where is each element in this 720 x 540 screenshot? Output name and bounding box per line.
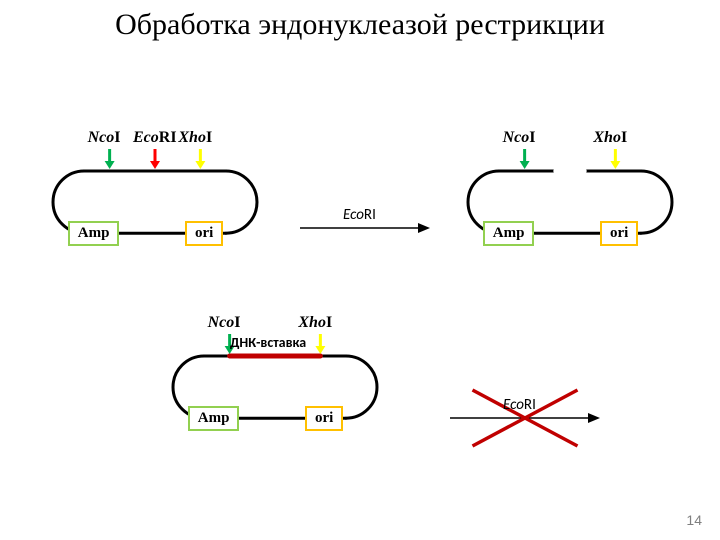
- plasmid-original: NcoIEcoRIXhoIAmpori: [45, 165, 265, 275]
- reaction-label: EcoRI: [343, 206, 376, 224]
- dna-insert-label: ДНК-вставка: [230, 334, 306, 351]
- xhoi-cut-arrow-icon: [610, 149, 620, 169]
- enzyme-label-ncoi: NcoI: [503, 129, 536, 147]
- enzyme-label-ncoi: NcoI: [208, 314, 241, 332]
- enzyme-label-xhoi: XhoI: [593, 129, 627, 147]
- ori-box: ori: [305, 406, 343, 431]
- page-number: 14: [686, 512, 702, 528]
- slide-title: Обработка эндонуклеазой рестрикции: [0, 8, 720, 42]
- ncoi-cut-arrow-icon: [105, 149, 115, 169]
- amp-box: Amp: [188, 406, 240, 431]
- ori-box: ori: [185, 221, 223, 246]
- ecori-cut-arrow-icon: [150, 149, 160, 169]
- reaction-arrow-ecori-blocked: EcoRI: [450, 400, 600, 460]
- enzyme-label-xhoi: XhoI: [178, 129, 212, 147]
- reaction-label: EcoRI: [503, 396, 536, 414]
- slide-stage: { "title": "Обработка эндонуклеазой рест…: [0, 0, 720, 540]
- ncoi-cut-arrow-icon: [520, 149, 530, 169]
- plasmid-with-insert: NcoIXhoIДНК-вставкаAmpori: [165, 350, 385, 460]
- enzyme-label-ecori: EcoRI: [133, 129, 177, 147]
- enzyme-label-xhoi: XhoI: [298, 314, 332, 332]
- amp-box: Amp: [483, 221, 535, 246]
- enzyme-label-ncoi: NcoI: [88, 129, 121, 147]
- ori-box: ori: [600, 221, 638, 246]
- reaction-arrow-ecori: EcoRI: [300, 210, 430, 270]
- amp-box: Amp: [68, 221, 120, 246]
- plasmid-cut-open: NcoIXhoIAmpori: [460, 165, 680, 275]
- xhoi-cut-arrow-icon: [315, 334, 325, 354]
- xhoi-cut-arrow-icon: [195, 149, 205, 169]
